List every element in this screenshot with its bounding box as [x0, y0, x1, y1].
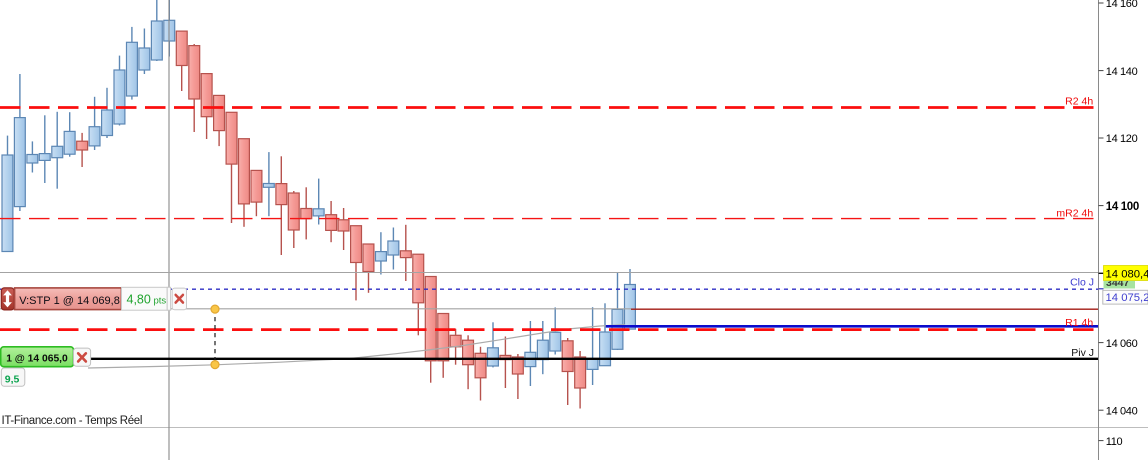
svg-text:14 040: 14 040	[1106, 405, 1138, 417]
svg-text:Clo J: Clo J	[1070, 277, 1094, 289]
svg-text:14 160: 14 160	[1106, 0, 1138, 10]
svg-text:Piv J: Piv J	[1071, 347, 1094, 359]
svg-text:110: 110	[1106, 436, 1123, 448]
svg-text:4,80 pts: 4,80 pts	[127, 292, 167, 306]
svg-text:R2 4h: R2 4h	[1065, 96, 1093, 108]
svg-text:mR2 4h: mR2 4h	[1056, 207, 1093, 219]
svg-text:14 100: 14 100	[1106, 201, 1139, 213]
svg-text:R1 4h: R1 4h	[1065, 317, 1093, 329]
svg-text:14 080,4: 14 080,4	[1106, 269, 1148, 281]
svg-text:14 140: 14 140	[1106, 66, 1138, 78]
svg-text:14 060: 14 060	[1106, 338, 1138, 350]
svg-text:3447: 3447	[1106, 277, 1130, 289]
svg-text:14 075,2: 14 075,2	[1106, 292, 1148, 304]
svg-text:V:STP 1 @ 14 069,8: V:STP 1 @ 14 069,8	[19, 295, 120, 307]
svg-text:14 120: 14 120	[1106, 133, 1138, 145]
svg-text:9,5: 9,5	[5, 373, 20, 385]
svg-text:1 @ 14 065,0: 1 @ 14 065,0	[6, 354, 68, 365]
svg-text:IT-Finance.com - Temps Réel: IT-Finance.com - Temps Réel	[2, 415, 143, 427]
